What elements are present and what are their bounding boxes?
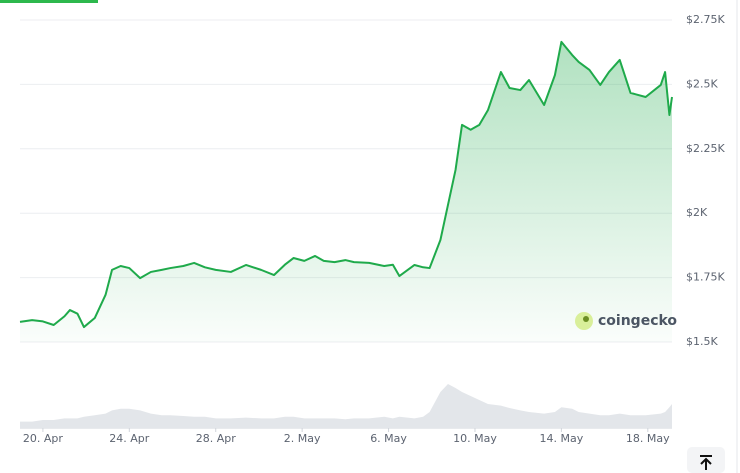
x-tick-label: 2. May	[284, 432, 321, 445]
x-tick-label: 24. Apr	[109, 432, 149, 445]
y-tick-label: $1.5K	[686, 335, 718, 348]
price-area	[20, 41, 672, 343]
y-tick-label: $2.75K	[686, 13, 725, 26]
price-line	[19, 40, 673, 329]
x-tick-label: 14. May	[540, 432, 584, 445]
x-tick-label: 20. Apr	[23, 432, 63, 445]
watermark: coingecko	[598, 313, 677, 329]
y-tick-label: $1.75K	[686, 271, 725, 284]
x-tick-label: 10. May	[453, 432, 497, 445]
x-tick-label: 6. May	[370, 432, 407, 445]
y-tick-label: $2K	[686, 206, 708, 219]
x-tick-label: 28. Apr	[196, 432, 236, 445]
y-tick-label: $2.25K	[686, 142, 725, 155]
y-tick-label: $2.5K	[686, 77, 718, 90]
watermark-logo-eye	[583, 316, 589, 322]
x-tick-label: 18. May	[626, 432, 670, 445]
scroll-top-icon	[700, 455, 712, 470]
volume-area	[20, 384, 672, 428]
tab-indicator	[0, 0, 98, 3]
